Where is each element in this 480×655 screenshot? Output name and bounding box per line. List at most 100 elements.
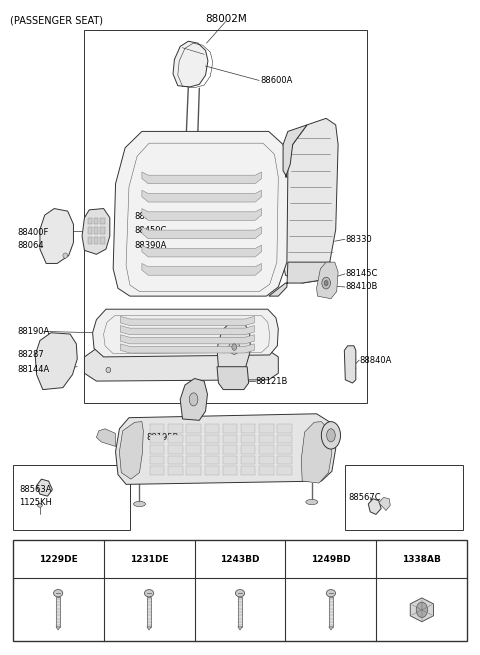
Bar — [223, 435, 237, 443]
Text: 88145C: 88145C — [345, 269, 378, 278]
Bar — [168, 445, 182, 454]
Bar — [84, 30, 367, 403]
Polygon shape — [142, 172, 262, 183]
Ellipse shape — [326, 590, 336, 597]
Bar — [150, 445, 164, 454]
Polygon shape — [173, 41, 208, 87]
Polygon shape — [120, 326, 254, 335]
Polygon shape — [120, 335, 254, 344]
Polygon shape — [142, 190, 262, 202]
Bar — [277, 435, 292, 443]
Polygon shape — [56, 627, 60, 630]
Polygon shape — [40, 208, 73, 263]
Bar — [100, 217, 105, 224]
Ellipse shape — [37, 503, 42, 507]
Ellipse shape — [306, 499, 318, 504]
Ellipse shape — [171, 141, 178, 148]
Text: 88064: 88064 — [17, 241, 44, 250]
Polygon shape — [379, 497, 390, 510]
Polygon shape — [317, 262, 338, 299]
Text: 88390A: 88390A — [135, 241, 167, 250]
Bar — [204, 424, 219, 433]
Bar — [259, 466, 274, 475]
Polygon shape — [180, 379, 207, 421]
Bar — [223, 424, 237, 433]
Bar — [168, 435, 182, 443]
Text: 1229DE: 1229DE — [39, 555, 77, 564]
Bar — [94, 237, 98, 244]
Bar — [277, 445, 292, 454]
Text: 1243BD: 1243BD — [220, 555, 260, 564]
Ellipse shape — [232, 344, 237, 350]
Polygon shape — [217, 367, 249, 390]
Polygon shape — [120, 316, 254, 326]
Text: 1249BD: 1249BD — [311, 555, 351, 564]
Bar — [88, 217, 92, 224]
Bar — [150, 456, 164, 464]
Bar — [241, 466, 255, 475]
Bar — [259, 456, 274, 464]
Text: 88840A: 88840A — [360, 356, 392, 365]
Ellipse shape — [63, 253, 68, 258]
Polygon shape — [142, 245, 262, 257]
Polygon shape — [35, 333, 77, 390]
Ellipse shape — [133, 501, 145, 506]
Bar — [223, 466, 237, 475]
Polygon shape — [116, 414, 336, 484]
Text: 88410B: 88410B — [345, 282, 378, 291]
Bar — [241, 445, 255, 454]
Bar — [186, 435, 201, 443]
Polygon shape — [368, 498, 381, 514]
Polygon shape — [113, 132, 288, 296]
Bar — [88, 237, 92, 244]
Bar — [277, 424, 292, 433]
Bar — [204, 435, 219, 443]
Text: 88610C: 88610C — [142, 155, 174, 163]
Text: 1125KH: 1125KH — [19, 498, 52, 507]
Polygon shape — [120, 344, 254, 353]
Bar — [186, 466, 201, 475]
Bar — [186, 456, 201, 464]
Bar — [186, 445, 201, 454]
Bar — [12, 465, 130, 530]
Text: 1231DE: 1231DE — [130, 555, 168, 564]
Polygon shape — [93, 309, 278, 357]
Text: 1338AB: 1338AB — [402, 555, 441, 564]
Bar — [204, 466, 219, 475]
Circle shape — [416, 602, 428, 618]
Bar — [277, 466, 292, 475]
Bar — [241, 435, 255, 443]
Bar — [168, 456, 182, 464]
Text: 88610: 88610 — [210, 155, 237, 163]
Bar — [56, 597, 60, 627]
Ellipse shape — [144, 590, 154, 597]
Polygon shape — [301, 422, 332, 483]
Bar — [241, 424, 255, 433]
Bar — [147, 597, 151, 627]
Ellipse shape — [235, 590, 245, 597]
Polygon shape — [120, 422, 144, 479]
Polygon shape — [36, 479, 52, 496]
Bar — [168, 424, 182, 433]
Bar — [94, 227, 98, 234]
Text: 88380C: 88380C — [135, 212, 168, 221]
Bar — [100, 237, 105, 244]
Polygon shape — [82, 208, 110, 254]
Text: 88563A: 88563A — [19, 485, 51, 494]
Text: 88330: 88330 — [345, 234, 372, 244]
Polygon shape — [283, 125, 307, 177]
Polygon shape — [84, 348, 278, 381]
Ellipse shape — [189, 393, 198, 406]
Polygon shape — [344, 346, 356, 383]
Polygon shape — [96, 429, 116, 447]
Text: 88144A: 88144A — [17, 365, 50, 374]
Polygon shape — [147, 627, 151, 630]
Bar — [100, 227, 105, 234]
Ellipse shape — [229, 340, 240, 354]
Bar — [259, 424, 274, 433]
Bar — [12, 540, 468, 641]
Ellipse shape — [322, 422, 340, 449]
Polygon shape — [217, 322, 251, 375]
Bar — [329, 597, 333, 627]
Ellipse shape — [324, 280, 328, 286]
